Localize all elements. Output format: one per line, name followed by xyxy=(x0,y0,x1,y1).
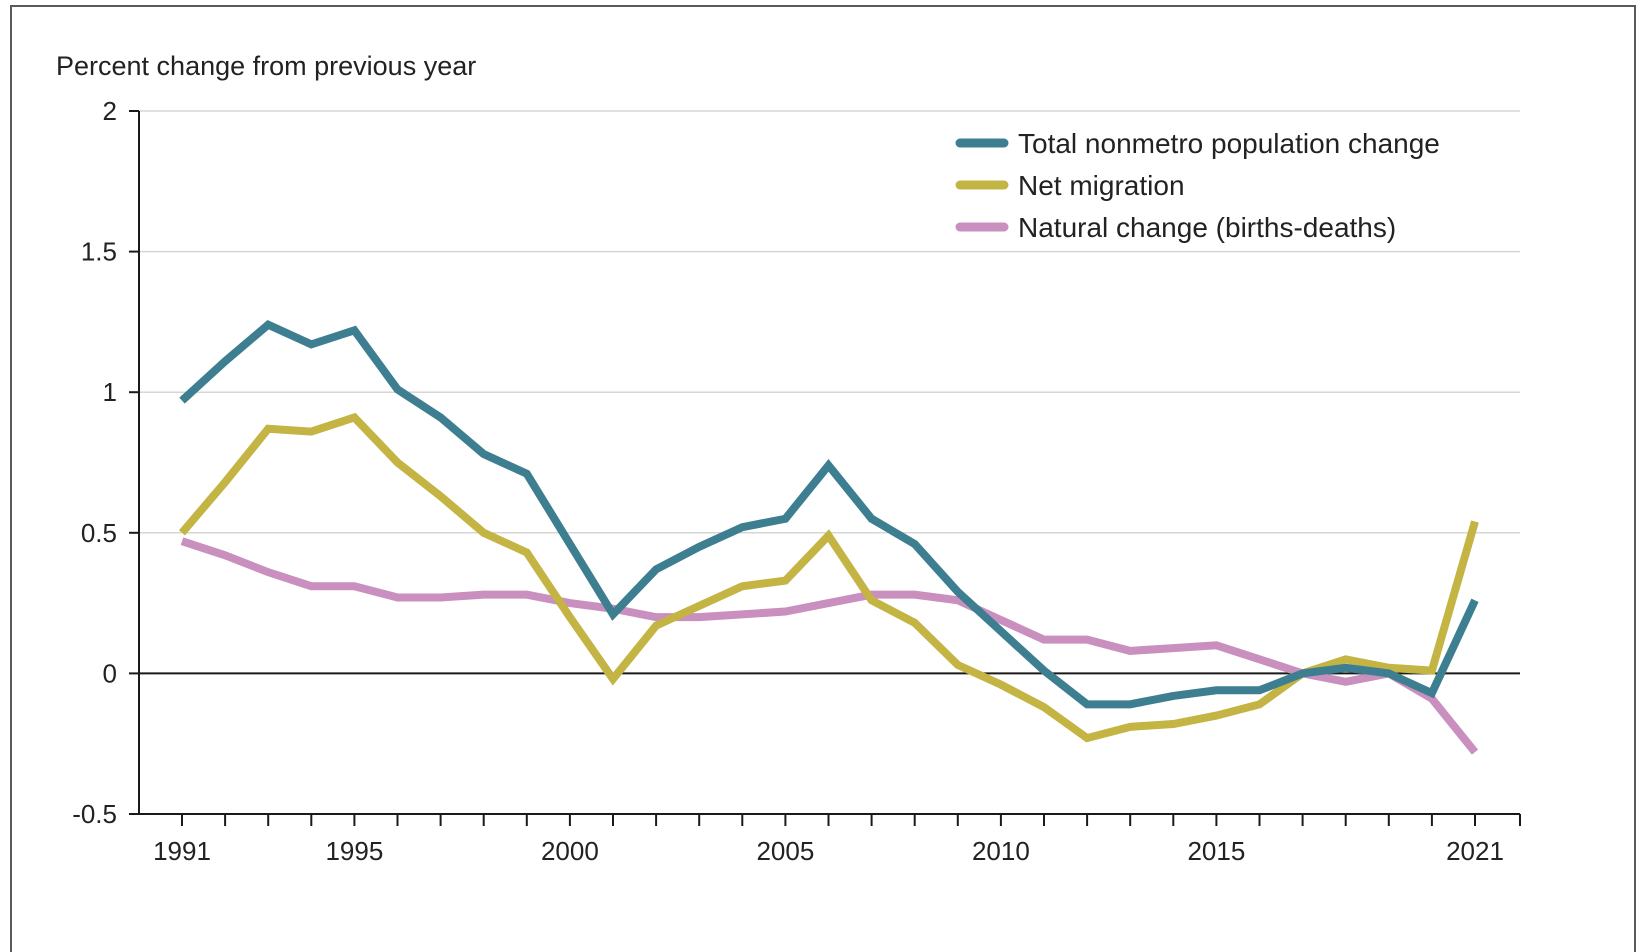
x-tick-label: 2010 xyxy=(972,836,1030,866)
x-tick-label: 2021 xyxy=(1446,836,1504,866)
legend-label: Natural change (births-deaths) xyxy=(1018,212,1396,243)
series-line-3 xyxy=(180,537,1479,755)
series-line-2 xyxy=(178,412,1479,743)
axes: -0.5 0 0.5 1 1.5 2 1991 1995 2000 2005 2010 2015 202… xyxy=(72,96,1521,866)
y-axis-label: Percent change from previous year xyxy=(56,51,476,81)
y-tick-label: 1.5 xyxy=(81,237,117,267)
x-tick-label: 2015 xyxy=(1187,836,1245,866)
x-tick-label: 2000 xyxy=(541,836,599,866)
x-tick-label: 2005 xyxy=(756,836,814,866)
x-tick-label: 1995 xyxy=(325,836,383,866)
y-tick-label: 0 xyxy=(103,658,117,688)
y-tick-label: 1 xyxy=(103,377,117,407)
y-tick-label: 2 xyxy=(103,96,117,126)
legend-label: Net migration xyxy=(1018,170,1185,201)
chart-frame: -0.5 0 0.5 1 1.5 2 1991 1995 2000 2005 2010 2015 202… xyxy=(10,5,1636,952)
x-tick-label: 1991 xyxy=(153,836,211,866)
series-line-1 xyxy=(179,320,1479,709)
legend: Total nonmetro population change Net migr… xyxy=(955,128,1440,243)
legend-label: Total nonmetro population change xyxy=(1018,128,1440,159)
line-chart: -0.5 0 0.5 1 1.5 2 1991 1995 2000 2005 2010 2015 202… xyxy=(56,51,1521,866)
y-tick-label: -0.5 xyxy=(72,799,117,829)
series-lines xyxy=(178,320,1479,755)
y-tick-label: 0.5 xyxy=(81,518,117,548)
